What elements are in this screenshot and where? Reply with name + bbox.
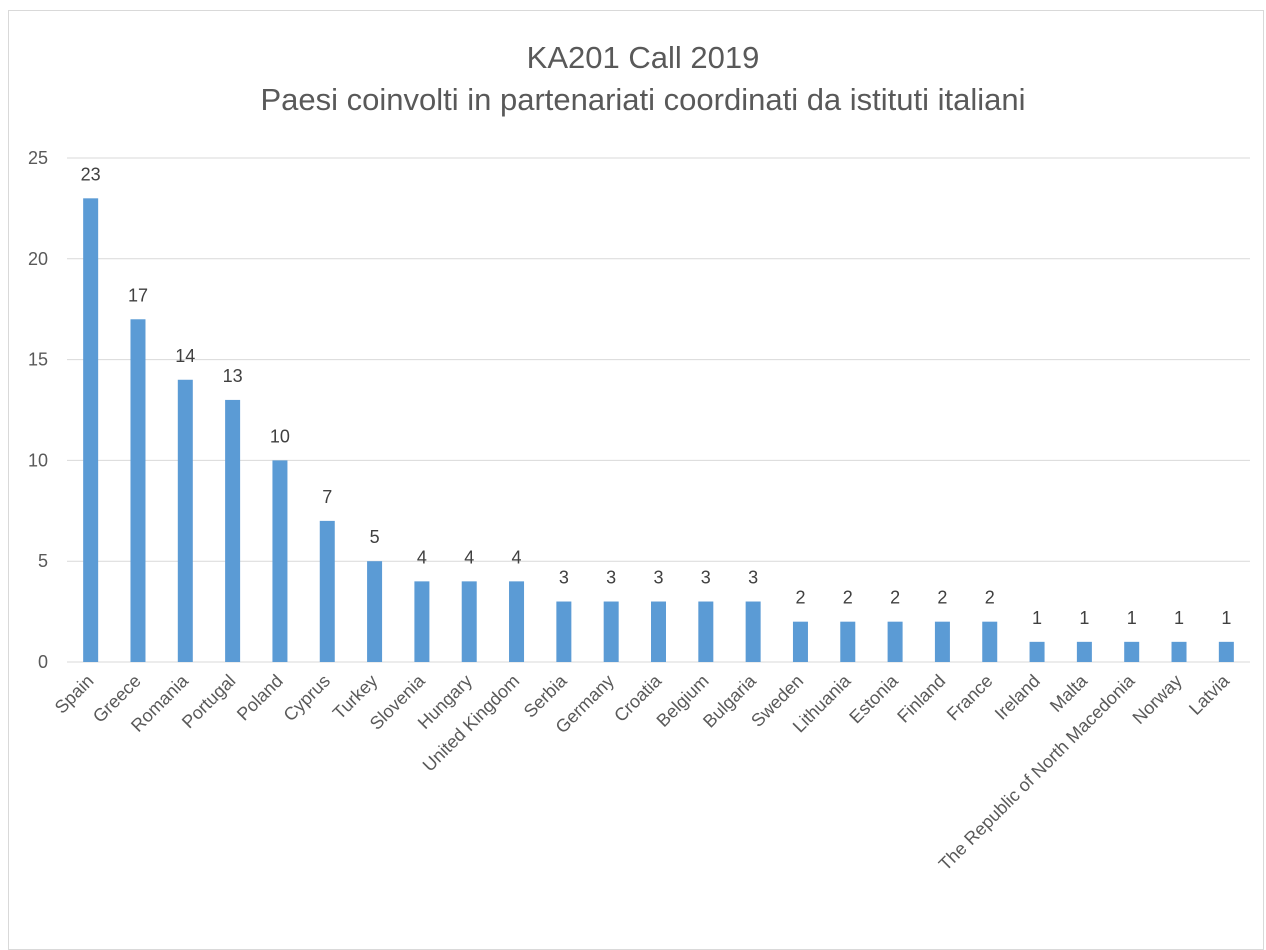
- bar: [83, 198, 99, 662]
- bar: [1029, 641, 1045, 662]
- x-tick-label: Latvia: [1185, 670, 1234, 719]
- x-tick-label: Poland: [233, 671, 287, 725]
- data-label: 3: [606, 568, 616, 588]
- data-label: 23: [81, 164, 101, 184]
- x-tick-label: Finland: [893, 671, 949, 727]
- x-tick-label: Cyprus: [280, 671, 334, 725]
- y-tick-label: 0: [38, 652, 48, 672]
- x-tick-label: France: [943, 671, 997, 725]
- y-axis: 0 5 10 15 20 25: [28, 148, 48, 672]
- bar: [272, 460, 288, 662]
- data-label: 10: [270, 426, 290, 446]
- chart-subtitle: Paesi coinvolti in partenariati coordina…: [260, 82, 1025, 117]
- data-label: 14: [175, 346, 195, 366]
- bar: [1171, 641, 1187, 662]
- bar: [934, 621, 950, 662]
- data-label: 3: [559, 568, 569, 588]
- data-label: 2: [890, 588, 900, 608]
- y-tick-label: 5: [38, 551, 48, 571]
- x-tick-label: Ireland: [991, 671, 1044, 724]
- gridlines: [67, 157, 1250, 663]
- data-label: 5: [370, 527, 380, 547]
- bar: [1076, 641, 1092, 662]
- bars: [83, 198, 1234, 662]
- data-label: 1: [1127, 608, 1137, 628]
- bar: [651, 601, 666, 662]
- y-tick-label: 10: [28, 450, 48, 470]
- bar: [414, 581, 430, 662]
- data-label: 2: [937, 588, 947, 608]
- data-label: 2: [843, 588, 853, 608]
- data-label: 7: [322, 487, 332, 507]
- data-label: 3: [701, 568, 711, 588]
- bar: [556, 601, 572, 662]
- x-tick-label: Estonia: [845, 670, 902, 727]
- data-label: 13: [223, 366, 243, 386]
- x-axis: SpainGreeceRomaniaPortugalPolandCyprusTu…: [51, 670, 1234, 874]
- chart-title: KA201 Call 2019: [527, 40, 760, 75]
- data-label: 3: [748, 568, 758, 588]
- bar: [1218, 641, 1234, 662]
- data-label: 4: [417, 547, 427, 567]
- bar: [1124, 641, 1140, 662]
- data-label: 2: [985, 588, 995, 608]
- bar: [461, 581, 477, 662]
- data-label: 17: [128, 285, 148, 305]
- data-label: 2: [795, 588, 805, 608]
- data-labels: 23 17 14 13 10 7 5 4 4 4 3 3 3 3 3 2 2 2 2 2 1 1 1 1 1: [81, 164, 1232, 628]
- bar: [177, 379, 193, 662]
- bar: [887, 621, 903, 662]
- bar: [982, 621, 998, 662]
- data-label: 1: [1079, 608, 1089, 628]
- bar: [367, 561, 383, 662]
- bar: [509, 581, 525, 662]
- data-label: 4: [464, 547, 474, 567]
- data-label: 3: [653, 568, 663, 588]
- bar: [840, 621, 856, 662]
- data-label: 4: [512, 547, 522, 567]
- x-tick-label: Norway: [1129, 671, 1186, 728]
- y-tick-label: 15: [28, 350, 48, 370]
- chart-frame: [8, 10, 1264, 950]
- bar: [698, 601, 714, 662]
- data-label: 1: [1221, 608, 1231, 628]
- y-tick-label: 25: [28, 148, 48, 168]
- bar: [225, 399, 241, 662]
- data-label: 1: [1032, 608, 1042, 628]
- bar: [603, 601, 619, 662]
- bar: [745, 601, 761, 662]
- data-label: 1: [1174, 608, 1184, 628]
- bar: [319, 520, 335, 662]
- y-tick-label: 20: [28, 249, 48, 269]
- bar: [130, 319, 146, 662]
- bar: [792, 621, 808, 662]
